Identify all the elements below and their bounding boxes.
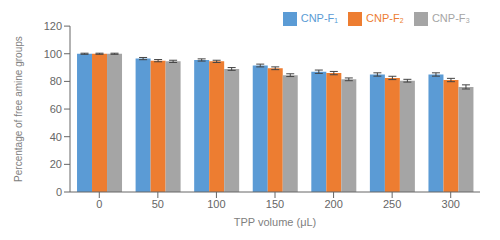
svg-text:250: 250 xyxy=(383,198,401,210)
svg-text:80: 80 xyxy=(50,75,62,87)
svg-text:20: 20 xyxy=(50,158,62,170)
svg-text:300: 300 xyxy=(442,198,460,210)
svg-text:0: 0 xyxy=(56,186,62,198)
svg-text:TPP volume (μL): TPP volume (μL) xyxy=(234,216,317,228)
svg-text:60: 60 xyxy=(50,103,62,115)
svg-text:200: 200 xyxy=(324,198,342,210)
svg-text:120: 120 xyxy=(44,20,62,32)
html-text:CNP-F₃: CNP-F₃ xyxy=(431,12,470,24)
svg-text:40: 40 xyxy=(50,131,62,143)
html-text:CNP-F₁: CNP-F₁ xyxy=(300,12,338,24)
svg-text:0: 0 xyxy=(96,198,102,210)
svg-text:150: 150 xyxy=(266,198,284,210)
svg-text:100: 100 xyxy=(207,198,225,210)
svg-text:100: 100 xyxy=(44,48,62,60)
svg-text:50: 50 xyxy=(152,198,164,210)
svg-text:Percentage of free amine group: Percentage of free amine groups xyxy=(13,36,24,182)
html-text:CNP-F₂: CNP-F₂ xyxy=(366,12,404,24)
